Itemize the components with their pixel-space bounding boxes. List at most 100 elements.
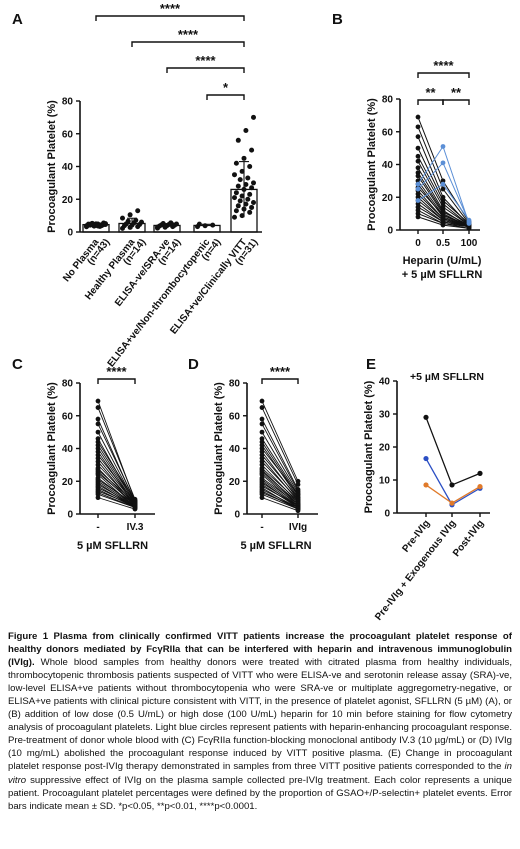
panel-c-pair-line: [97, 480, 136, 507]
caption-title: Figure 1 Plasma from clinically confirme…: [8, 631, 512, 669]
panel-a-significance-bracket: [166, 67, 245, 73]
panel-d-pair-line: [261, 461, 299, 500]
panel-d-y-tick-label: 20: [229, 477, 241, 488]
panel-b-point: [415, 158, 421, 164]
panel-d-pair-line: [261, 423, 299, 492]
panel-d-pair-line: [261, 479, 299, 507]
panel-d-pair-line: [261, 454, 299, 498]
panel-b-significance-bracket: [442, 99, 470, 105]
panel-a-point: [162, 223, 168, 229]
panel-d-point: [295, 482, 301, 487]
panel-a-point: [155, 224, 160, 230]
panel-d-pair-line: [261, 471, 299, 503]
panel-b-y-tick-label: 0: [387, 226, 393, 237]
panel-d-pair-line: [261, 451, 299, 500]
panel-d-pair-line: [261, 448, 299, 495]
panel-c-y-tick-label: 80: [62, 379, 74, 390]
panel-a-point: [233, 190, 239, 196]
panel-d-x-tick-label: IVIg: [289, 522, 307, 533]
panel-b-x-axis-sublabel: + 5 µM SFLLRN: [402, 269, 483, 281]
panel-a-significance-bracket: [131, 41, 245, 47]
panel-d-pair-line: [261, 474, 299, 507]
panel-a-point: [174, 221, 179, 227]
panel-a-point: [235, 183, 241, 189]
panel-a-point: [202, 223, 208, 229]
panel-c-pair-line: [97, 487, 136, 507]
panel-a-point: [249, 204, 255, 210]
panel-b-point: [415, 134, 421, 140]
panel-d-x-axis-label: 5 µM SFLLRN: [240, 540, 311, 552]
panel-a-point: [243, 127, 249, 133]
panel-a-y-tick-label: 0: [67, 228, 73, 239]
panel-c-y-tick-label: 60: [62, 411, 74, 422]
panel-d-point: [259, 495, 265, 501]
panel-b-y-axis-label: Procoagulant Platelet (%): [366, 98, 378, 231]
panel-d-pair-line: [261, 492, 299, 508]
panel-e-y-axis-label: Procoagulant Platelet (%): [363, 380, 375, 513]
panel-b-significance-bracket: [417, 72, 470, 78]
panel-a-point: [247, 191, 253, 197]
panel-a-point: [233, 208, 239, 214]
panel-c-point: [95, 429, 101, 435]
panel-a-point: [251, 200, 256, 206]
panel-c-pair-line: [97, 469, 136, 503]
panel-c-pair-line: [97, 479, 136, 505]
panel-c-y-tick-label: 40: [62, 444, 74, 455]
panel-d-pair-line: [261, 418, 299, 490]
panel-c-point: [132, 506, 138, 512]
panel-a-point: [247, 209, 253, 215]
panel-e-point: [423, 455, 429, 462]
panel-a-point: [245, 175, 251, 181]
panel-d-pair-line: [261, 477, 299, 505]
panel-b-significance-label: ****: [433, 58, 454, 73]
panel-c-pair-line: [97, 407, 136, 500]
panel-a-significance-label: ****: [195, 53, 216, 68]
panel-a-significance-label: *: [223, 80, 229, 95]
panel-a-point: [249, 185, 255, 191]
panel-a-point: [95, 223, 101, 229]
panel-a-point: [196, 221, 202, 227]
panel-b-point: [466, 217, 472, 223]
panel-b-x-tick-label: 100: [461, 238, 478, 249]
panel-d-pair-line: [261, 482, 299, 507]
panel-label-b: B: [332, 11, 343, 28]
panel-e-y-tick-label: 10: [379, 476, 391, 487]
panel-a-point: [241, 186, 247, 192]
panel-c-pair-line: [97, 484, 136, 507]
panel-d-pair-line: [261, 458, 299, 502]
panel-a-point: [237, 177, 243, 183]
panel-d-y-tick-label: 40: [229, 444, 241, 455]
panel-d-pair-line: [261, 497, 299, 512]
panel-e-annotation: +5 µM SFLLRN: [410, 371, 484, 383]
figure-caption: Figure 1 Plasma from clinically confirme…: [8, 630, 512, 813]
panel-a-point: [237, 198, 243, 204]
panel-c-point: [95, 416, 101, 422]
panel-c-y-tick-label: 0: [67, 510, 73, 521]
panel-d-significance-label: ****: [270, 364, 291, 379]
panel-c-y-axis-label: Procoagulant Platelet (%): [46, 382, 58, 515]
panel-b-y-tick-label: 40: [382, 160, 394, 171]
panel-c-x-tick-label: -: [96, 522, 99, 533]
panel-d-point: [259, 405, 265, 410]
panel-b-x-axis-label: Heparin (U/mL): [403, 255, 482, 267]
panel-a-point: [241, 206, 247, 212]
panel-a-y-tick-label: 80: [62, 97, 74, 108]
panel-d-pair-line: [261, 493, 299, 510]
panel-b-significance-label: **: [425, 85, 436, 100]
panel-a-point: [251, 114, 256, 120]
panel-c-significance-bracket: [97, 378, 136, 384]
panel-a-point: [127, 212, 133, 218]
panel-b-point: [415, 173, 421, 179]
panel-c-pair-line: [97, 490, 136, 507]
panel-c-point: [95, 405, 101, 410]
panel-a-y-tick-label: 60: [62, 129, 74, 140]
panel-label-d: D: [188, 356, 199, 373]
panel-c-pair-line: [97, 444, 136, 503]
panel-b-point: [440, 181, 446, 187]
panel-a-point: [232, 172, 237, 178]
panel-b-point: [440, 160, 446, 166]
panel-c-pair-line: [97, 472, 136, 505]
panel-d-pair-line: [261, 472, 299, 505]
panel-c-point: [95, 421, 101, 427]
panel-a-significance-label: ****: [160, 1, 181, 16]
